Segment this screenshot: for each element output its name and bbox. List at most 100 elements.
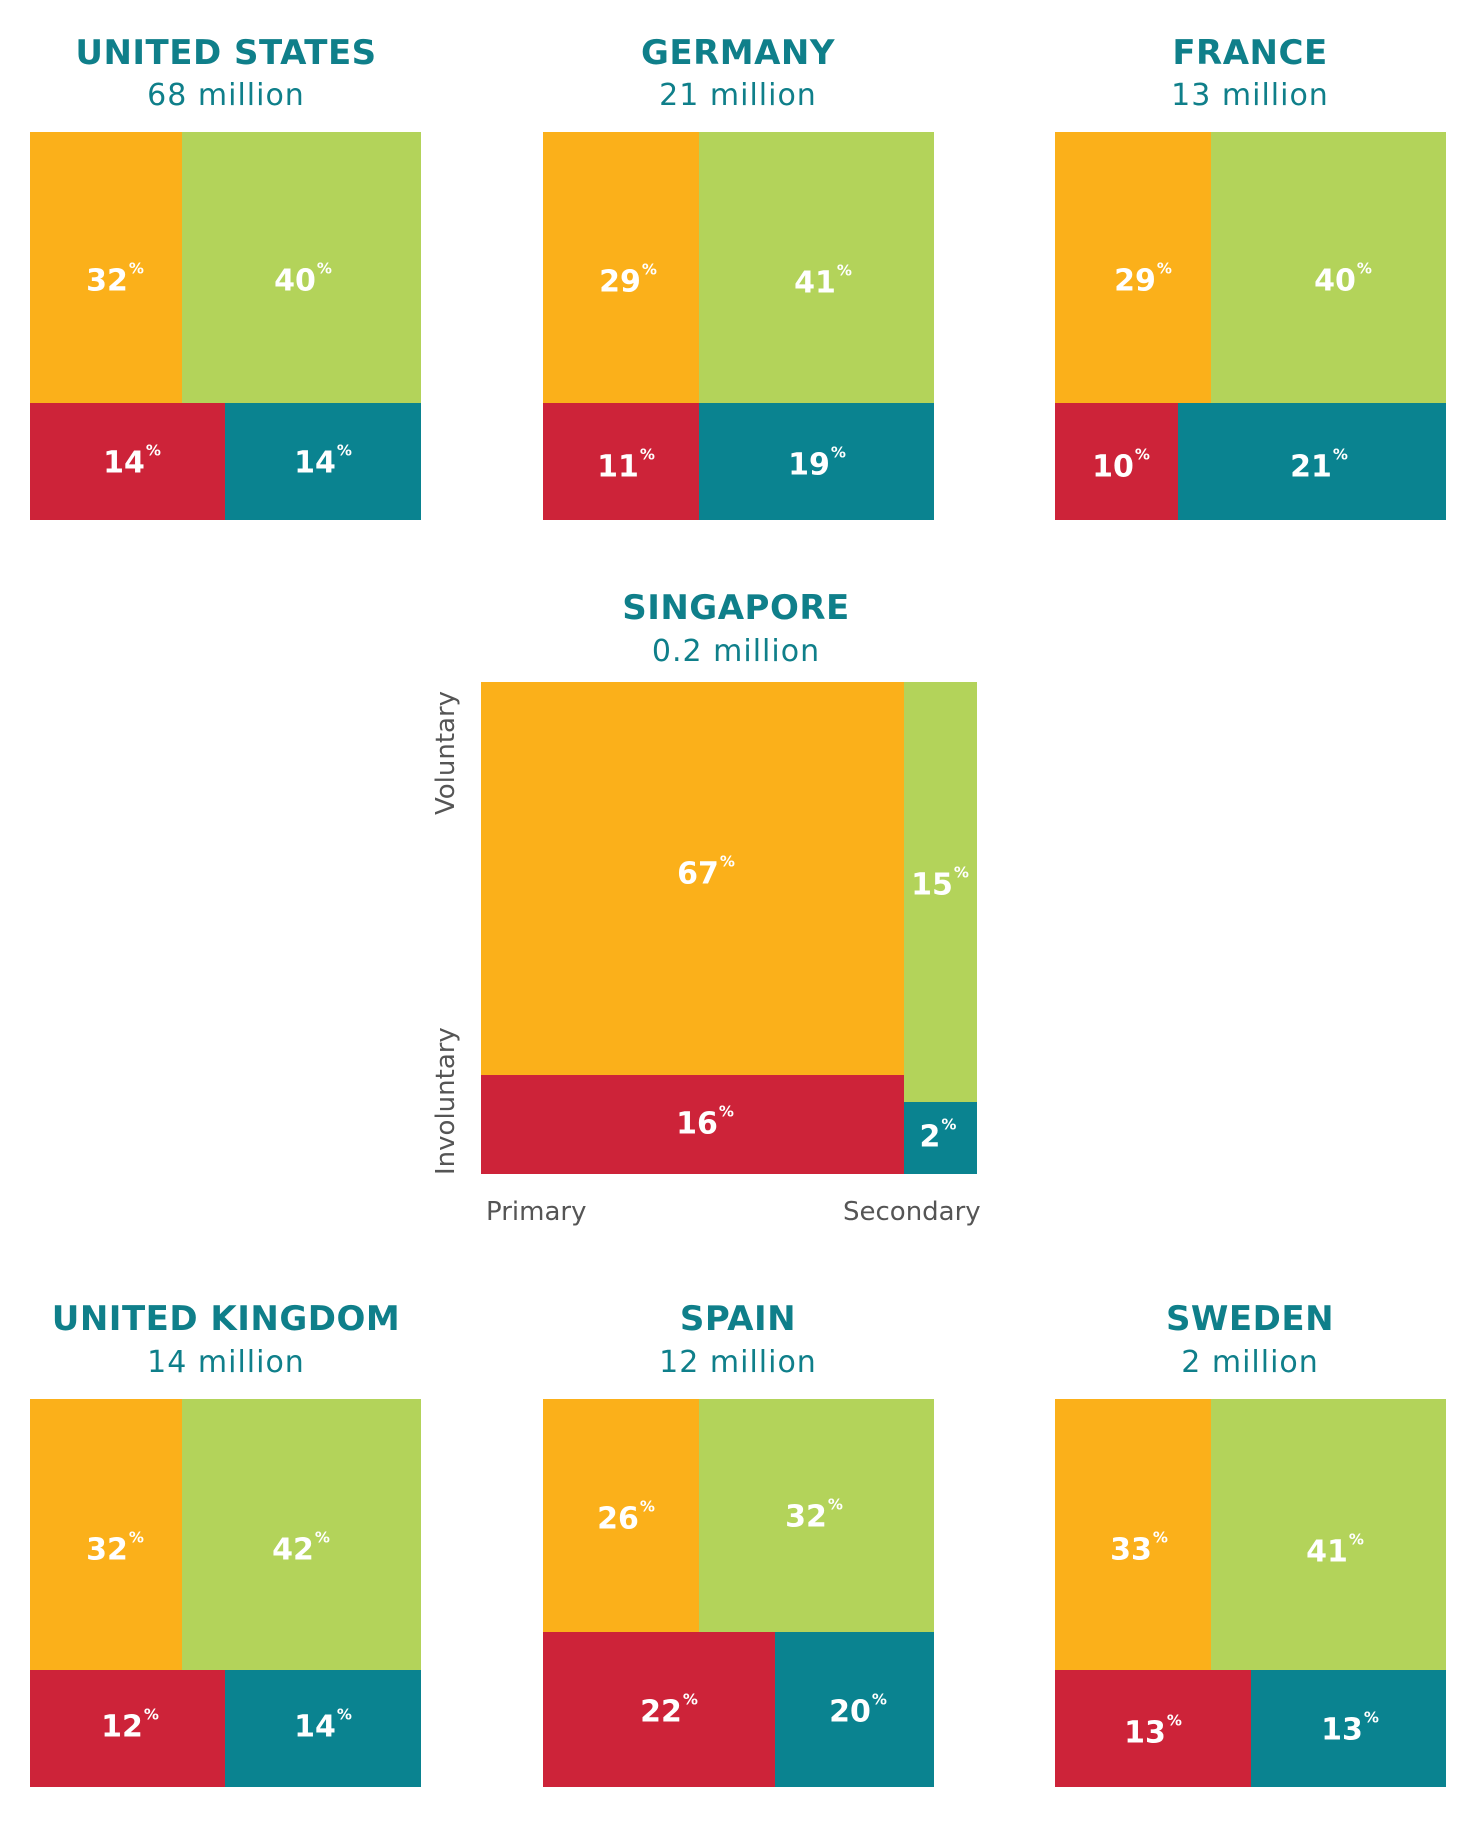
data-label-involuntary-primary: 22%: [640, 1691, 698, 1730]
tile-involuntary-secondary: [1178, 403, 1446, 520]
tile-involuntary-secondary: [775, 1632, 934, 1787]
data-label-value: 26: [597, 1501, 639, 1537]
data-label-value: 19: [788, 447, 830, 483]
data-label-value: 29: [1114, 263, 1156, 299]
percent-sign: %: [953, 863, 969, 882]
tile-voluntary-secondary: [699, 1399, 934, 1632]
data-label-value: 67: [677, 856, 719, 892]
tile-voluntary-secondary: [1211, 1399, 1446, 1670]
data-label-value: 32: [785, 1499, 827, 1535]
axis-label-secondary: Secondary: [843, 1197, 981, 1227]
data-label-value: 32: [86, 263, 128, 299]
data-label-involuntary-primary: 16%: [676, 1103, 734, 1142]
data-label-value: 15: [911, 867, 953, 903]
data-label-involuntary-secondary: 20%: [829, 1691, 887, 1730]
percent-sign: %: [1134, 445, 1150, 464]
data-label-involuntary-primary: 14%: [103, 442, 161, 481]
data-label-voluntary-secondary: 15%: [911, 864, 969, 903]
percent-sign: %: [143, 1705, 159, 1724]
data-label-voluntary-primary: 26%: [597, 1498, 655, 1537]
treemap-united-kingdom: [30, 1399, 421, 1787]
treemap-germany: [543, 132, 934, 520]
percent-sign: %: [719, 852, 735, 871]
country-population: 0.2 million: [651, 634, 821, 669]
data-label-voluntary-secondary: 40%: [274, 260, 332, 299]
treemap-spain: [543, 1399, 934, 1787]
percent-sign: %: [1356, 259, 1372, 278]
country-title: SPAIN: [679, 1299, 797, 1339]
percent-sign: %: [641, 260, 657, 279]
tile-involuntary-secondary: [699, 403, 934, 520]
treemap-singapore: [481, 682, 977, 1174]
tile-involuntary-secondary: [1251, 1670, 1446, 1787]
data-label-value: 14: [103, 445, 145, 481]
percent-sign: %: [128, 1528, 144, 1547]
data-label-voluntary-secondary: 40%: [1314, 260, 1372, 299]
treemap-united-states: [30, 132, 421, 520]
data-label-value: 22: [640, 1694, 682, 1730]
data-label-involuntary-secondary: 13%: [1321, 1709, 1379, 1748]
percent-sign: %: [128, 259, 144, 278]
country-title: UNITED KINGDOM: [51, 1299, 401, 1339]
treemap-sweden: [1055, 1399, 1446, 1787]
data-label-voluntary-primary: 29%: [599, 261, 657, 300]
percent-sign: %: [1166, 1711, 1182, 1730]
data-label-involuntary-secondary: 2%: [919, 1116, 957, 1155]
country-population: 12 million: [659, 1345, 817, 1380]
tile-voluntary-secondary: [182, 1399, 421, 1670]
percent-sign: %: [314, 1528, 330, 1547]
data-label-value: 32: [86, 1532, 128, 1568]
data-label-involuntary-primary: 10%: [1092, 446, 1150, 485]
data-label-value: 41: [1306, 1534, 1348, 1570]
percent-sign: %: [827, 1495, 843, 1514]
data-label-value: 33: [1110, 1532, 1152, 1568]
data-label-value: 40: [274, 263, 316, 299]
data-label-value: 2: [919, 1119, 941, 1155]
tile-voluntary-primary: [30, 132, 182, 403]
data-label-voluntary-primary: 32%: [86, 260, 144, 299]
country-title: SWEDEN: [1165, 1299, 1335, 1339]
data-label-involuntary-primary: 12%: [101, 1706, 159, 1745]
percent-sign: %: [830, 443, 846, 462]
tile-involuntary-secondary: [225, 403, 421, 520]
data-label-value: 14: [294, 445, 336, 481]
axis-label-involuntary: Involuntary: [431, 1027, 461, 1175]
country-population: 21 million: [659, 78, 817, 113]
tile-involuntary-primary: [543, 1632, 775, 1787]
data-label-value: 12: [101, 1709, 143, 1745]
data-label-voluntary-primary: 29%: [1114, 260, 1172, 299]
data-label-value: 40: [1314, 263, 1356, 299]
data-label-voluntary-secondary: 42%: [272, 1529, 330, 1568]
axis-label-voluntary: Voluntary: [431, 690, 461, 815]
country-population: 68 million: [147, 78, 305, 113]
tile-involuntary-primary: [1055, 1670, 1251, 1787]
country-population: 14 million: [147, 1345, 305, 1380]
data-label-value: 20: [829, 1694, 871, 1730]
percent-sign: %: [1332, 445, 1348, 464]
tile-involuntary-primary: [30, 1670, 225, 1787]
tile-voluntary-secondary: [904, 682, 977, 1102]
percent-sign: %: [941, 1115, 957, 1134]
country-title: GERMANY: [640, 33, 836, 73]
tile-involuntary-primary: [30, 403, 225, 520]
data-label-value: 41: [794, 265, 836, 301]
percent-sign: %: [639, 1497, 655, 1516]
tile-voluntary-primary: [481, 682, 904, 1075]
tile-voluntary-secondary: [1211, 132, 1446, 403]
data-label-value: 29: [599, 264, 641, 300]
tile-voluntary-secondary: [699, 132, 934, 403]
data-label-involuntary-secondary: 21%: [1290, 446, 1348, 485]
tile-involuntary-primary: [1055, 403, 1178, 520]
data-label-value: 21: [1290, 449, 1332, 485]
country-title: FRANCE: [1172, 33, 1328, 73]
data-label-involuntary-secondary: 14%: [294, 1706, 352, 1745]
tile-voluntary-primary: [543, 132, 699, 403]
data-label-involuntary-primary: 11%: [597, 446, 655, 485]
data-label-value: 13: [1321, 1712, 1363, 1748]
country-title: SINGAPORE: [622, 588, 850, 628]
data-label-voluntary-primary: 33%: [1110, 1529, 1168, 1568]
percent-sign: %: [1363, 1708, 1379, 1727]
percent-sign: %: [336, 1705, 352, 1724]
tile-involuntary-primary: [543, 403, 699, 520]
country-population: 2 million: [1181, 1345, 1319, 1380]
